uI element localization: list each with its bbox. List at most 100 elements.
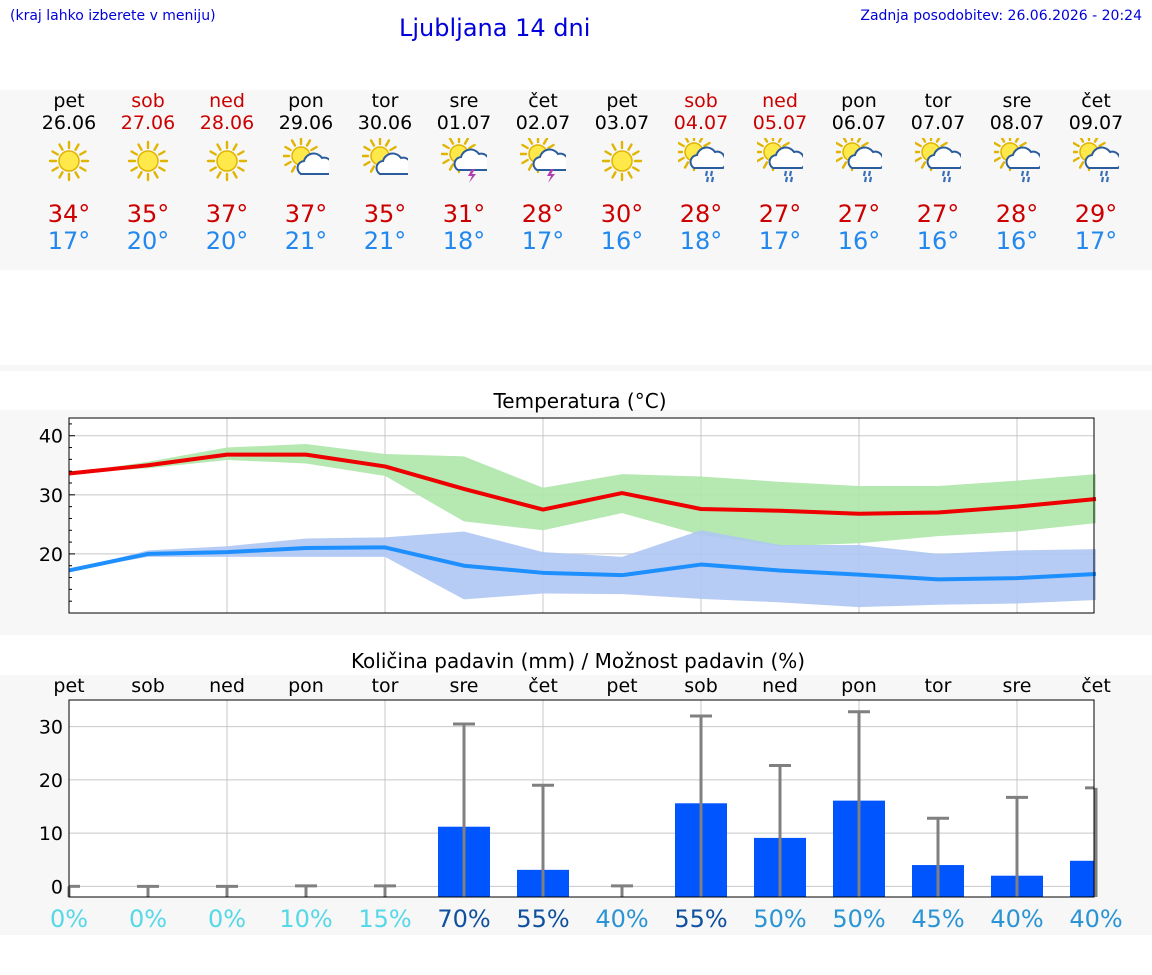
max-temperature: 30° bbox=[600, 200, 644, 228]
page-title: Ljubljana 14 dni bbox=[399, 14, 591, 42]
day-column: sob 04.07 28° 18° bbox=[661, 90, 741, 260]
temperature-chart: Temperatura (°C) © vreme.us & vreme.pro … bbox=[39, 389, 1097, 614]
day-name: sob bbox=[684, 90, 718, 112]
max-temperature: 28° bbox=[521, 200, 565, 228]
temperature-plot-frame bbox=[68, 417, 1095, 614]
max-temperature: 28° bbox=[995, 200, 1039, 228]
y-tick-label: 20 bbox=[39, 770, 63, 792]
precipitation-chance: 40% bbox=[1069, 905, 1122, 933]
day-name: pet bbox=[606, 90, 638, 112]
max-temperature: 37° bbox=[205, 200, 249, 228]
max-temperature: 27° bbox=[916, 200, 960, 228]
precipitation-chance: 45% bbox=[911, 905, 964, 933]
day-columns: pet 26.06 34° 17° sob 27.06 35° 20° ned 28.06 37° 2… bbox=[0, 90, 1152, 270]
category-label: pon bbox=[841, 675, 877, 697]
min-temperature: 17° bbox=[521, 227, 565, 255]
y-tick-label: 30 bbox=[39, 485, 63, 507]
category-label: pet bbox=[606, 675, 637, 697]
precipitation-plot-frame bbox=[68, 699, 1095, 898]
min-temperature: 17° bbox=[758, 227, 802, 255]
last-updated: Zadnja posodobitev: 26.06.2026 - 20:24 bbox=[860, 8, 1142, 24]
category-label: čet bbox=[528, 675, 558, 697]
min-temperature: 20° bbox=[126, 227, 170, 255]
day-date: 29.06 bbox=[278, 112, 334, 134]
min-temperature: 18° bbox=[442, 227, 486, 255]
day-name: čet bbox=[1081, 90, 1111, 112]
sun-rain-icon bbox=[994, 138, 1040, 183]
sun-icon bbox=[127, 140, 169, 182]
category-label: ned bbox=[209, 675, 245, 697]
min-temperature: 16° bbox=[995, 227, 1039, 255]
day-date: 03.07 bbox=[594, 112, 650, 134]
min-temperature: 16° bbox=[600, 227, 644, 255]
min-temperature: 17° bbox=[47, 227, 91, 255]
min-temperature: 16° bbox=[916, 227, 960, 255]
sun-storm-icon bbox=[520, 138, 566, 183]
day-name: tor bbox=[924, 90, 952, 112]
category-label: sob bbox=[684, 675, 718, 697]
min-temperature: 21° bbox=[284, 227, 328, 255]
category-label: ned bbox=[762, 675, 798, 697]
sun-rain-icon bbox=[1073, 138, 1119, 183]
category-label: čet bbox=[1081, 675, 1111, 697]
day-date: 09.07 bbox=[1068, 112, 1124, 134]
precipitation-chance: 15% bbox=[358, 905, 411, 933]
sun-cloud-icon bbox=[362, 138, 408, 176]
category-label: sre bbox=[450, 675, 479, 697]
min-temperature: 21° bbox=[363, 227, 407, 255]
min-temperature: 17° bbox=[1074, 227, 1118, 255]
day-name: ned bbox=[762, 90, 798, 112]
sun-icon bbox=[48, 140, 90, 182]
day-column: pon 06.07 27° 16° bbox=[819, 90, 899, 260]
day-date: 26.06 bbox=[41, 112, 97, 134]
separator-band bbox=[0, 365, 1152, 371]
day-column: pet 03.07 30° 16° bbox=[582, 90, 662, 260]
min-temperature: 18° bbox=[679, 227, 723, 255]
day-column: tor 07.07 27° 16° bbox=[898, 90, 978, 260]
precipitation-chart-title: Količina padavin (mm) / Možnost padavin … bbox=[351, 649, 805, 673]
day-date: 02.07 bbox=[515, 112, 571, 134]
day-column: čet 09.07 29° 17° bbox=[1056, 90, 1136, 260]
precipitation-chance: 50% bbox=[832, 905, 885, 933]
sun-icon bbox=[206, 140, 248, 182]
day-date: 27.06 bbox=[120, 112, 176, 134]
day-name: sre bbox=[1002, 90, 1032, 112]
day-name: pon bbox=[288, 90, 324, 112]
max-temperature: 34° bbox=[47, 200, 91, 228]
day-name: sre bbox=[449, 90, 479, 112]
precipitation-plot-area bbox=[69, 700, 1094, 897]
precipitation-chance: 40% bbox=[990, 905, 1043, 933]
sun-rain-icon bbox=[678, 138, 724, 183]
max-temperature: 35° bbox=[363, 200, 407, 228]
y-tick-label: 10 bbox=[39, 823, 63, 845]
max-temperature: 37° bbox=[284, 200, 328, 228]
day-name: pon bbox=[841, 90, 877, 112]
max-temperature: 31° bbox=[442, 200, 486, 228]
min-temperature: 20° bbox=[205, 227, 249, 255]
day-column: sob 27.06 35° 20° bbox=[108, 90, 188, 260]
day-date: 08.07 bbox=[989, 112, 1045, 134]
sun-icon bbox=[601, 140, 643, 182]
y-tick-label: 20 bbox=[39, 544, 63, 566]
precipitation-chance: 0% bbox=[50, 905, 88, 933]
day-date: 30.06 bbox=[357, 112, 413, 134]
day-date: 07.07 bbox=[910, 112, 966, 134]
sun-rain-icon bbox=[757, 138, 803, 183]
precipitation-chance: 0% bbox=[129, 905, 167, 933]
category-label: pon bbox=[288, 675, 324, 697]
day-column: čet 02.07 28° 17° bbox=[503, 90, 583, 260]
min-temperature-line bbox=[68, 545, 1097, 582]
category-label: pet bbox=[53, 675, 84, 697]
day-date: 28.06 bbox=[199, 112, 255, 134]
day-name: sob bbox=[131, 90, 165, 112]
precipitation-chance: 70% bbox=[437, 905, 490, 933]
min-temperature: 16° bbox=[837, 227, 881, 255]
day-column: sre 08.07 28° 16° bbox=[977, 90, 1057, 260]
day-column: sre 01.07 31° 18° bbox=[424, 90, 504, 260]
y-tick-label: 0 bbox=[51, 876, 63, 898]
max-temperature: 27° bbox=[758, 200, 802, 228]
precipitation-chance: 0% bbox=[208, 905, 246, 933]
category-label: sre bbox=[1003, 675, 1032, 697]
day-name: ned bbox=[209, 90, 245, 112]
category-label: tor bbox=[372, 675, 399, 697]
